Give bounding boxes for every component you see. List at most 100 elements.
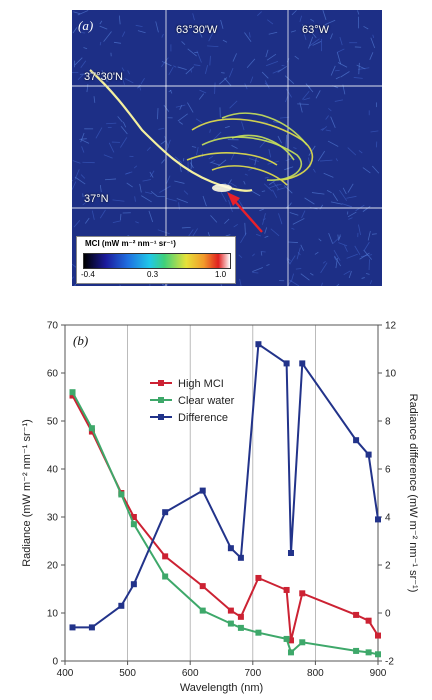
data-point-high-mci bbox=[283, 586, 290, 593]
texture-streak bbox=[208, 155, 214, 160]
texture-streak bbox=[353, 77, 363, 79]
texture-streak bbox=[79, 138, 87, 140]
texture-streak bbox=[224, 77, 232, 87]
texture-streak bbox=[209, 55, 211, 66]
texture-streak bbox=[252, 267, 263, 272]
data-point-difference bbox=[88, 624, 95, 631]
y2-tick-label: 8 bbox=[385, 417, 391, 428]
y2-tick-label: 12 bbox=[385, 321, 397, 332]
legend-label-clear-water: Clear water bbox=[178, 395, 235, 407]
texture-streak bbox=[309, 38, 320, 47]
texture-streak bbox=[196, 50, 202, 63]
texture-streak bbox=[266, 264, 270, 266]
texture-streak bbox=[264, 176, 269, 179]
texture-streak bbox=[333, 256, 337, 261]
texture-streak bbox=[327, 140, 339, 147]
data-point-difference bbox=[130, 581, 137, 588]
texture-streak bbox=[288, 241, 298, 243]
texture-streak bbox=[99, 20, 103, 25]
data-point-difference bbox=[353, 437, 360, 444]
y-tick-label: 70 bbox=[47, 321, 59, 332]
x-tick-label: 800 bbox=[307, 668, 324, 679]
texture-streak bbox=[77, 10, 89, 16]
data-point-high-mci bbox=[130, 514, 137, 520]
texture-streak bbox=[330, 116, 336, 128]
texture-streak bbox=[358, 150, 363, 154]
texture-streak bbox=[325, 129, 331, 132]
texture-streak bbox=[80, 60, 87, 68]
y2-tick-label: -2 bbox=[385, 657, 394, 668]
texture-streak bbox=[93, 96, 96, 103]
texture-streak bbox=[134, 196, 136, 202]
texture-streak bbox=[286, 259, 291, 265]
texture-streak bbox=[177, 66, 187, 70]
texture-streak bbox=[268, 149, 272, 158]
texture-streak bbox=[363, 241, 370, 251]
pointer-arrow-shaft bbox=[231, 197, 263, 233]
texture-streak bbox=[177, 113, 188, 122]
texture-streak bbox=[74, 176, 86, 185]
texture-streak bbox=[372, 34, 375, 38]
texture-streak bbox=[312, 168, 316, 173]
texture-streak bbox=[127, 70, 130, 75]
texture-streak bbox=[320, 128, 324, 131]
texture-streak bbox=[340, 71, 350, 78]
texture-streak bbox=[112, 220, 122, 223]
texture-streak bbox=[103, 154, 113, 159]
texture-streak bbox=[337, 48, 345, 53]
texture-streak bbox=[261, 71, 269, 79]
texture-streak bbox=[338, 242, 348, 247]
texture-streak bbox=[103, 31, 112, 42]
texture-streak bbox=[369, 52, 374, 60]
texture-streak bbox=[334, 99, 344, 102]
x-tick-label: 600 bbox=[182, 668, 199, 679]
texture-streak bbox=[232, 53, 237, 62]
texture-streak bbox=[305, 83, 314, 93]
texture-streak bbox=[336, 51, 342, 65]
data-point-clear-water bbox=[162, 573, 169, 580]
texture-streak bbox=[192, 13, 195, 21]
texture-streak bbox=[225, 234, 231, 237]
texture-streak bbox=[246, 58, 256, 69]
map-canvas bbox=[72, 10, 382, 286]
texture-streak bbox=[72, 160, 81, 164]
y2-tick-label: 10 bbox=[385, 369, 397, 380]
texture-streak bbox=[260, 251, 263, 256]
data-point-clear-water bbox=[227, 620, 234, 627]
lon-label-63-30w: 63°30'W bbox=[176, 24, 218, 36]
y2-tick-label: 0 bbox=[385, 609, 391, 620]
panel-a-letter: (a) bbox=[78, 18, 94, 33]
texture-streak bbox=[149, 282, 151, 286]
legend-label-difference: Difference bbox=[178, 412, 228, 424]
texture-streak bbox=[341, 203, 352, 208]
texture-streak bbox=[292, 218, 305, 225]
texture-streak bbox=[367, 230, 371, 241]
data-point-clear-water bbox=[375, 651, 381, 658]
texture-streak bbox=[174, 180, 185, 184]
texture-streak bbox=[361, 277, 365, 279]
lon-label-63w: 63°W bbox=[302, 24, 330, 36]
texture-streak bbox=[117, 116, 123, 123]
texture-streak bbox=[328, 232, 333, 244]
texture-streak bbox=[176, 31, 184, 35]
texture-streak bbox=[272, 181, 279, 190]
texture-streak bbox=[362, 206, 371, 212]
texture-streak bbox=[199, 89, 207, 94]
data-point-high-mci bbox=[299, 590, 306, 597]
texture-streak bbox=[323, 172, 334, 178]
texture-streak bbox=[174, 156, 183, 164]
texture-streak bbox=[336, 283, 340, 286]
texture-streak bbox=[339, 189, 348, 201]
plot-frame bbox=[64, 324, 379, 662]
colorbar-tick-mid: 0.3 bbox=[147, 270, 159, 279]
texture-streak bbox=[348, 217, 353, 220]
texture-streak bbox=[330, 33, 333, 40]
data-point-high-mci bbox=[375, 632, 381, 639]
texture-streak bbox=[213, 131, 222, 140]
texture-streak bbox=[183, 190, 189, 195]
texture-streak bbox=[204, 65, 208, 75]
texture-streak bbox=[296, 247, 301, 260]
texture-streak bbox=[333, 249, 341, 261]
bloom-filament bbox=[231, 134, 295, 161]
texture-streak bbox=[294, 55, 300, 60]
